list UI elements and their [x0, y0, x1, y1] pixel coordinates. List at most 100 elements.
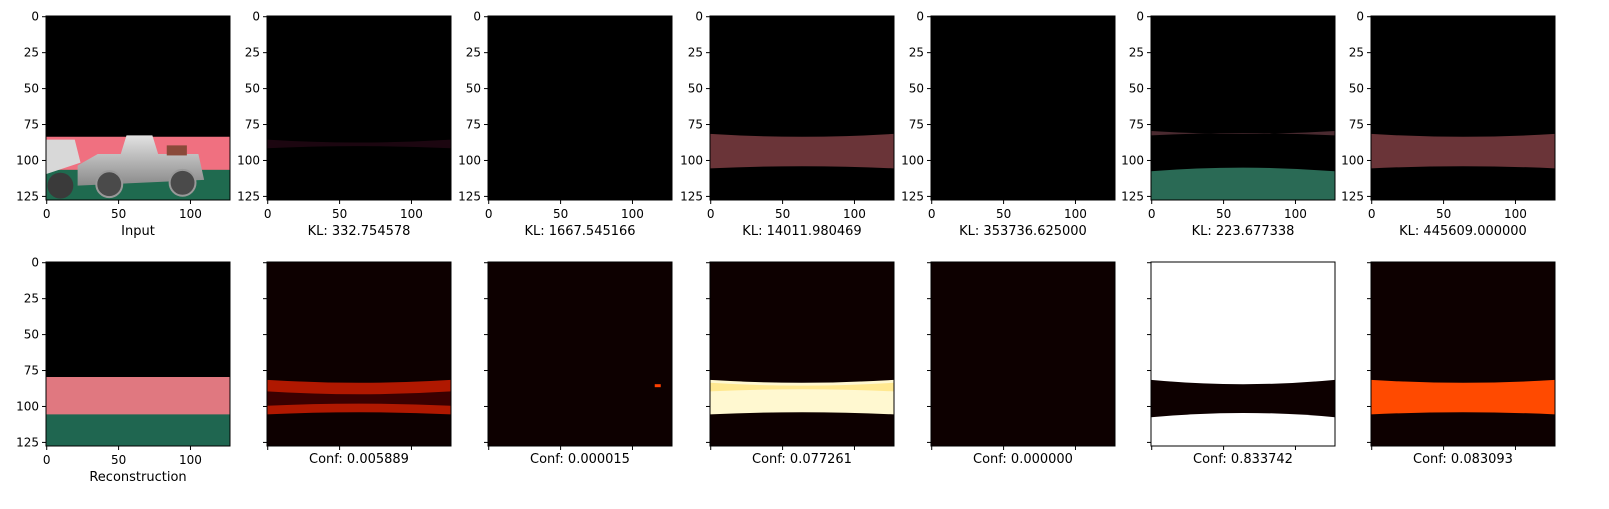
y-tick-label: 0	[695, 10, 703, 24]
image-panel	[931, 262, 1115, 446]
x-tick-label: 0	[707, 207, 715, 221]
subplot-caption: Conf: 0.005889	[309, 452, 409, 467]
y-tick-label: 25	[245, 46, 260, 60]
axes-frame	[45, 261, 231, 447]
x-tick-label: 0	[1368, 207, 1376, 221]
x-tick-label: 50	[1216, 207, 1231, 221]
y-tick-label: 100	[901, 153, 924, 167]
x-tick-label: 100	[1504, 207, 1527, 221]
subplot: 0 25 50 75 100 125 0 50 100 KL: 223.677338	[1121, 10, 1336, 239]
y-tick-label: 0	[916, 10, 924, 24]
y-tick-label: 50	[1349, 82, 1364, 96]
image-panel	[931, 16, 1115, 200]
y-tick-label: 50	[24, 328, 39, 342]
image-panel	[710, 262, 894, 446]
subplot: Conf: 0.833742	[1147, 261, 1336, 467]
image-panel	[1371, 16, 1555, 200]
y-tick-label: 75	[466, 118, 481, 132]
subplot-caption: Reconstruction	[89, 470, 186, 485]
x-tick-label: 50	[996, 207, 1011, 221]
x-tick-label: 0	[1148, 207, 1156, 221]
wheel-icon	[47, 172, 74, 199]
axes-frame	[930, 15, 1116, 201]
road-edge	[1151, 131, 1335, 136]
subplot-caption: KL: 332.754578	[308, 224, 411, 239]
x-tick-label: 50	[111, 207, 126, 221]
y-tick-label: 75	[24, 364, 39, 378]
y-tick-label: 25	[909, 46, 924, 60]
car-cargo	[166, 145, 187, 156]
y-tick-label: 0	[1356, 10, 1364, 24]
road-band	[710, 133, 894, 169]
y-tick-label: 75	[1349, 118, 1364, 132]
y-tick-label: 100	[237, 153, 260, 167]
subplot-caption: KL: 353736.625000	[959, 224, 1087, 239]
y-tick-label: 50	[466, 82, 481, 96]
y-tick-label: 0	[1136, 10, 1144, 24]
image-panel	[488, 16, 672, 200]
y-tick-label: 25	[466, 46, 481, 60]
subplot-caption: KL: 14011.980469	[742, 224, 861, 239]
road-region	[46, 377, 230, 418]
y-tick-label: 125	[237, 189, 260, 203]
x-tick-label: 50	[553, 207, 568, 221]
axes-frame	[930, 261, 1116, 447]
axes-frame	[1370, 261, 1556, 447]
x-tick-label: 0	[43, 207, 51, 221]
y-tick-label: 50	[909, 82, 924, 96]
x-tick-label: 0	[485, 207, 493, 221]
axes-frame	[709, 15, 895, 201]
y-tick-label: 125	[1121, 189, 1144, 203]
heat-inner	[710, 382, 894, 392]
image-panel	[710, 16, 894, 200]
y-tick-label: 125	[1341, 189, 1364, 203]
heat-band	[1371, 379, 1555, 415]
x-tick-label: 0	[43, 453, 51, 467]
x-tick-label: 100	[400, 207, 423, 221]
subplot-caption: Conf: 0.000000	[973, 452, 1073, 467]
subplot: 0 25 50 75 100 125 0 50 100 Reconstruction	[16, 256, 231, 485]
wheel-icon	[95, 170, 124, 199]
subplot: 0 25 50 75 100 125 0 50 100 KL: 332.754578	[237, 10, 452, 239]
subplot: Conf: 0.000015	[484, 261, 673, 467]
image-panel	[267, 262, 451, 446]
subplot-caption: KL: 223.677338	[1192, 224, 1295, 239]
y-tick-label: 0	[31, 256, 39, 270]
y-tick-label: 100	[16, 153, 39, 167]
y-tick-label: 75	[1129, 118, 1144, 132]
subplot-caption: Conf: 0.000015	[530, 452, 630, 467]
y-tick-label: 50	[1129, 82, 1144, 96]
y-tick-label: 125	[16, 189, 39, 203]
x-tick-label: 100	[621, 207, 644, 221]
y-tick-label: 75	[245, 118, 260, 132]
grass-region	[1151, 167, 1335, 200]
axes-frame	[45, 15, 231, 201]
subplot: 0 25 50 75 100 125 0 50 100 KL: 1667.545166	[458, 10, 673, 239]
subplot-caption: Conf: 0.083093	[1413, 452, 1513, 467]
heat-inner	[267, 391, 451, 406]
subplot: Conf: 0.077261	[706, 261, 895, 467]
x-tick-label: 50	[111, 453, 126, 467]
x-tick-label: 50	[1436, 207, 1451, 221]
subplot: 0 25 50 75 100 125 0 50 100 Input	[16, 10, 231, 239]
subplot: Conf: 0.005889	[263, 261, 452, 467]
axes-frame	[266, 15, 452, 201]
subplot-caption: KL: 1667.545166	[524, 224, 635, 239]
y-tick-label: 125	[680, 189, 703, 203]
y-tick-label: 25	[24, 292, 39, 306]
subplot-caption: Conf: 0.833742	[1193, 452, 1293, 467]
grass-region	[46, 414, 230, 446]
y-tick-label: 25	[24, 46, 39, 60]
y-tick-label: 125	[901, 189, 924, 203]
y-tick-label: 100	[680, 153, 703, 167]
axes-frame	[487, 15, 673, 201]
image-panel	[267, 16, 451, 200]
subplot-caption: Input	[121, 224, 155, 239]
x-tick-label: 100	[843, 207, 866, 221]
y-tick-label: 25	[1129, 46, 1144, 60]
subplot: Conf: 0.083093	[1367, 261, 1556, 467]
car-left	[46, 139, 81, 175]
y-tick-label: 100	[458, 153, 481, 167]
y-tick-label: 0	[473, 10, 481, 24]
